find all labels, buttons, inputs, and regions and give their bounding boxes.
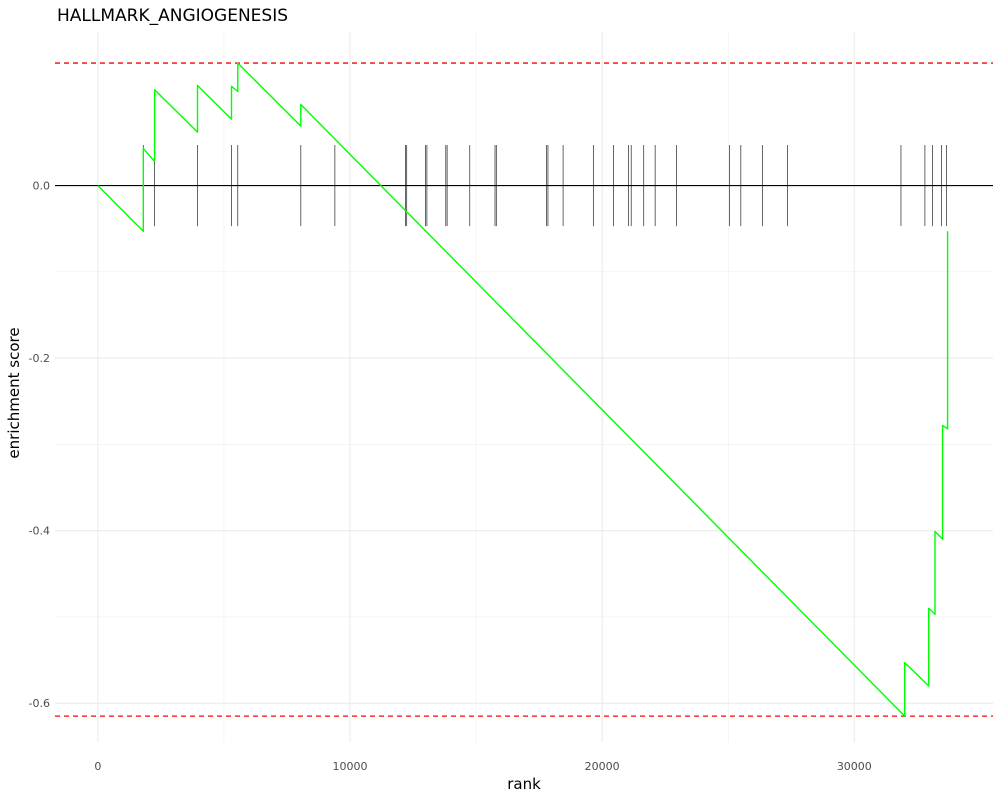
x-axis-title: rank — [507, 775, 541, 793]
y-tick-label: -0.6 — [29, 697, 50, 710]
y-tick-label: -0.2 — [29, 352, 50, 365]
x-tick-label: 10000 — [333, 760, 368, 773]
y-tick-label: 0.0 — [33, 180, 51, 193]
y-axis-title: enrichment score — [5, 327, 23, 458]
x-tick-label: 30000 — [837, 760, 872, 773]
series-layer — [97, 62, 949, 717]
tick-labels: 0 10000 20000 30000 0.0 -0.2 -0.4 -0.6 — [29, 180, 872, 773]
y-tick-label: -0.4 — [29, 525, 50, 538]
grid-lines — [55, 32, 993, 742]
x-tick-label: 0 — [94, 760, 101, 773]
x-tick-label: 20000 — [585, 760, 620, 773]
reference-lines — [55, 62, 993, 717]
chart-title: HALLMARK_ANGIOGENESIS — [57, 6, 288, 26]
enrichment-score-line — [97, 62, 949, 717]
